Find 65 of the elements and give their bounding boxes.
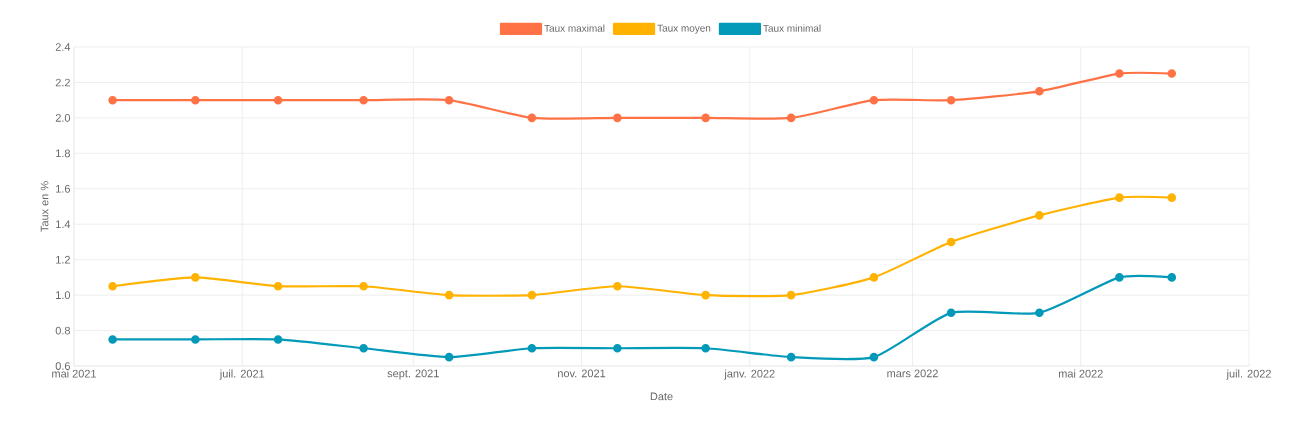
point: [1115, 273, 1124, 282]
x-tick-label: mai 2022: [1058, 369, 1103, 378]
point: [273, 335, 283, 344]
point: [191, 335, 200, 344]
point: [191, 95, 200, 105]
point: [1167, 193, 1177, 202]
point: [701, 343, 710, 353]
point: [613, 113, 622, 123]
point: [786, 113, 796, 123]
point: [359, 95, 368, 105]
point: [946, 95, 956, 105]
point: [1035, 308, 1044, 318]
point: [444, 352, 454, 362]
legend-label: Taux minimal: [763, 24, 821, 32]
point: [613, 281, 622, 291]
y-tick-label: 2.2: [55, 78, 70, 87]
y-tick-label: 1.6: [56, 184, 70, 193]
y-tick-label: 1.2: [56, 255, 70, 264]
legend-label: Taux maximal: [544, 24, 605, 32]
x-tick-label: nov. 2021: [558, 369, 606, 378]
point: [946, 308, 956, 318]
point: [527, 290, 537, 300]
point: [1035, 211, 1044, 220]
x-tick-label: mars 2022: [887, 369, 938, 378]
point: [1167, 273, 1177, 282]
y-tick-label: 1.4: [56, 220, 71, 228]
point: [527, 343, 537, 353]
point: [444, 290, 454, 300]
point: [1115, 193, 1124, 202]
y-tick-label: 0.6: [55, 362, 70, 370]
x-tick-label: mai 2021: [52, 369, 96, 378]
y-tick-label: 1.8: [56, 149, 70, 158]
point: [946, 237, 956, 247]
x-tick-label: juil. 2021: [219, 369, 265, 380]
point: [273, 95, 283, 105]
x-tick-label: juil. 2022: [1226, 369, 1271, 380]
y-tick-label: 0.8: [55, 326, 70, 335]
point: [786, 290, 796, 300]
x-tick-label: janv. 2022: [724, 369, 775, 380]
point: [869, 95, 879, 105]
point: [273, 281, 283, 291]
y-tick-label: 2.4: [55, 43, 71, 51]
y-axis-title: Taux en %: [40, 181, 49, 232]
point: [869, 352, 879, 362]
point: [191, 273, 200, 282]
point: [359, 343, 368, 353]
x-axis-title: Date: [650, 392, 673, 401]
point: [108, 335, 117, 344]
point: [1115, 69, 1124, 78]
point: [444, 95, 454, 105]
point: [359, 281, 368, 291]
point: [108, 95, 117, 105]
point: [786, 352, 796, 362]
point: [527, 113, 537, 123]
point: [613, 343, 622, 353]
y-tick-label: 1.0: [56, 291, 71, 299]
point: [108, 281, 117, 291]
y-tick-label: 2.0: [55, 114, 71, 122]
point: [701, 113, 710, 123]
x-tick-label: sept. 2021: [387, 369, 439, 380]
legend-label: Taux moyen: [657, 24, 711, 34]
point: [1035, 87, 1044, 96]
point: [701, 290, 710, 300]
point: [1167, 69, 1177, 78]
point: [869, 273, 879, 282]
